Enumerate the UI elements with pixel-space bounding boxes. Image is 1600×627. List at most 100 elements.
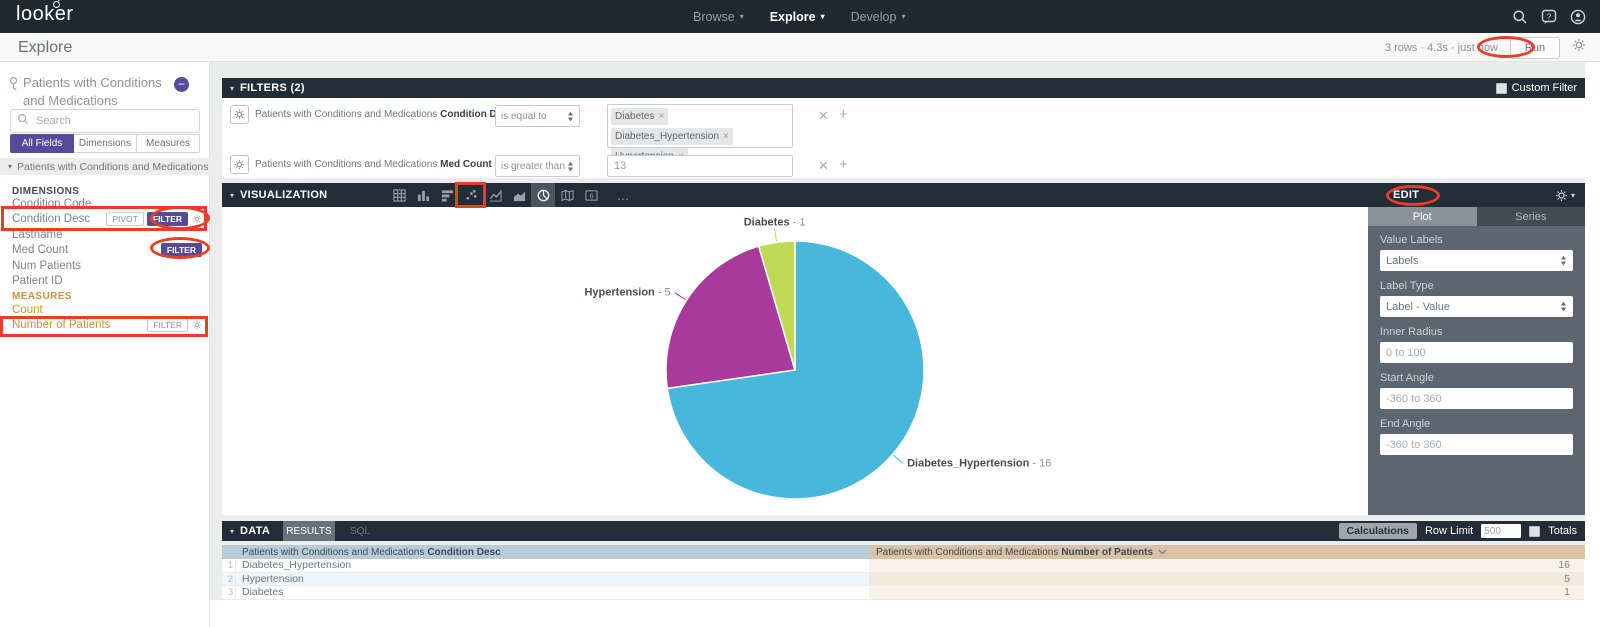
filter-badge[interactable]: FILTER: [146, 212, 188, 227]
custom-filter-checkbox[interactable]: [1495, 82, 1507, 94]
tab-results[interactable]: RESULTS: [283, 521, 335, 541]
field-label[interactable]: Patient ID: [12, 275, 63, 288]
field-label[interactable]: Count: [12, 303, 43, 316]
start-angle-input[interactable]: [1380, 388, 1573, 409]
scatter-icon[interactable]: [459, 183, 483, 207]
label-type-select[interactable]: Label - Value: [1380, 296, 1573, 317]
end-angle-input[interactable]: [1380, 434, 1573, 455]
field-label[interactable]: Lastname: [12, 228, 63, 241]
number-of-patients-cell[interactable]: 16: [869, 559, 1584, 572]
filter-operator-select[interactable]: is greater than or equal: [495, 155, 580, 177]
field-tabs: All Fields Dimensions Measures: [10, 134, 200, 153]
field-item-med-count[interactable]: Med Count FILTER: [0, 243, 210, 259]
table-row[interactable]: 1 Diabetes_Hypertension 16: [222, 559, 1585, 573]
add-filter-icon[interactable]: +: [839, 106, 848, 123]
remove-filter-icon[interactable]: ✕: [818, 108, 829, 123]
filter-value-tag: Diabetes ×: [611, 108, 669, 125]
value-labels-select[interactable]: Labels: [1380, 250, 1573, 271]
pie-chart-icon[interactable]: [531, 183, 556, 207]
condition-desc-cell[interactable]: Diabetes_Hypertension: [242, 559, 352, 572]
pivot-badge[interactable]: PIVOT: [106, 212, 144, 227]
pie-label: Diabetes - 1: [744, 217, 806, 229]
explore-settings-gear-icon[interactable]: [1572, 38, 1586, 57]
field-item-condition-desc[interactable]: Condition Desc PIVOT FILTER: [0, 212, 210, 228]
filters-section-header[interactable]: ▾ FILTERS (2) Custom Filter: [222, 78, 1585, 98]
nav-menu-browse[interactable]: Browse ▾: [693, 10, 744, 24]
filter-badge[interactable]: FILTER: [147, 318, 188, 333]
edit-settings-gear-icon[interactable]: ▾: [1555, 189, 1575, 202]
nav-menu-develop[interactable]: Develop ▾: [851, 10, 906, 24]
single-value-icon[interactable]: 6: [579, 183, 603, 207]
filter-operator-select[interactable]: is equal to: [495, 105, 580, 127]
calculations-button[interactable]: Calculations: [1338, 523, 1417, 539]
table-icon[interactable]: [387, 183, 411, 207]
line-chart-icon[interactable]: [483, 183, 507, 207]
condition-desc-cell[interactable]: Hypertension: [236, 572, 869, 585]
filter-gear-icon[interactable]: [230, 155, 249, 174]
filter-values-tagbox[interactable]: Diabetes×Diabetes_Hypertension×Hypertens…: [607, 104, 793, 165]
account-icon[interactable]: [1570, 9, 1586, 25]
field-search-input[interactable]: [34, 114, 193, 128]
totals-checkbox[interactable]: [1529, 525, 1541, 537]
field-label[interactable]: Condition Code: [12, 197, 92, 210]
filter-value-input[interactable]: [607, 155, 793, 177]
inner-radius-input[interactable]: [1380, 342, 1573, 363]
view-section-header[interactable]: ▾ Patients with Conditions and Medicatio…: [0, 158, 210, 175]
column-chart-icon[interactable]: [411, 183, 435, 207]
field-tab-dimensions[interactable]: Dimensions: [74, 134, 137, 153]
field-label[interactable]: Med Count: [12, 244, 69, 257]
remove-tag-icon[interactable]: ×: [658, 111, 665, 122]
table-header-row: Patients with Conditions and Medications…: [222, 545, 1585, 559]
filter-badge[interactable]: FILTER: [160, 243, 202, 258]
field-item-num-patients[interactable]: Num Patients: [0, 258, 210, 274]
collapse-sidebar-button[interactable]: −: [174, 77, 189, 92]
edit-panel-header[interactable]: EDIT ▾: [1368, 183, 1585, 207]
search-icon[interactable]: [1512, 9, 1528, 25]
condition-desc-cell[interactable]: Diabetes: [242, 586, 284, 599]
remove-tag-icon[interactable]: ×: [722, 131, 729, 142]
map-icon[interactable]: [555, 183, 579, 207]
tab-series[interactable]: Series: [1476, 207, 1585, 226]
field-item-lastname[interactable]: Lastname: [0, 227, 210, 243]
nav-menu-explore[interactable]: Explore ▾: [770, 10, 825, 24]
add-filter-icon[interactable]: +: [839, 156, 848, 173]
table-row[interactable]: 3 Diabetes 1: [222, 586, 1585, 600]
search-icon: [17, 112, 29, 130]
field-label[interactable]: Num Patients: [12, 259, 82, 272]
field-search-box[interactable]: [10, 109, 200, 133]
field-item-count[interactable]: Count: [0, 302, 210, 318]
looker-logo[interactable]: looker: [16, 1, 73, 26]
number-of-patients-cell[interactable]: 1: [869, 586, 1584, 599]
field-tab-measures[interactable]: Measures: [137, 134, 200, 153]
end-angle-label: End Angle: [1380, 418, 1431, 430]
bar-chart-icon[interactable]: [435, 183, 459, 207]
area-chart-icon[interactable]: [507, 183, 531, 207]
number-of-patients-column-header[interactable]: Patients with Conditions and Medications…: [870, 545, 1585, 559]
field-item-patient-id[interactable]: Patient ID: [0, 274, 210, 290]
sort-chevron-icon[interactable]: [1158, 549, 1167, 555]
remove-filter-icon[interactable]: ✕: [818, 158, 829, 173]
field-item-condition-code[interactable]: Condition Code: [0, 196, 210, 212]
field-gear-icon[interactable]: [192, 320, 202, 330]
pie-chart[interactable]: Diabetes_Hypertension - 16 Hypertension -…: [222, 207, 1368, 515]
run-button[interactable]: Run: [1510, 36, 1560, 59]
field-gear-icon[interactable]: [192, 214, 202, 224]
data-section-header[interactable]: ▾ DATA RESULTS SQL Calculations Row Limi…: [222, 521, 1585, 541]
field-label[interactable]: Number of Patients: [12, 319, 111, 332]
row-limit-input[interactable]: [1481, 524, 1522, 538]
condition-desc-column-header[interactable]: Patients with Conditions and Medications…: [236, 545, 870, 559]
field-label[interactable]: Condition Desc: [12, 213, 90, 226]
field-item-number-of-patients[interactable]: Number of Patients FILTER: [0, 318, 210, 334]
tab-sql[interactable]: SQL: [350, 525, 371, 537]
help-icon[interactable]: ?: [1541, 9, 1557, 25]
nav-menu-label: Explore: [769, 9, 816, 24]
more-icon[interactable]: …: [616, 187, 631, 203]
table-row[interactable]: 2 Hypertension 5: [222, 572, 1585, 586]
filters-body: Patients with Conditions and Medications…: [222, 98, 1585, 178]
filter-gear-icon[interactable]: [230, 105, 249, 124]
number-of-patients-cell[interactable]: 5: [869, 572, 1584, 585]
field-tab-all-fields[interactable]: All Fields: [10, 134, 74, 153]
tab-plot[interactable]: Plot: [1368, 207, 1477, 226]
visualization-section-header[interactable]: ▾ VISUALIZATION 6…: [222, 183, 1368, 207]
